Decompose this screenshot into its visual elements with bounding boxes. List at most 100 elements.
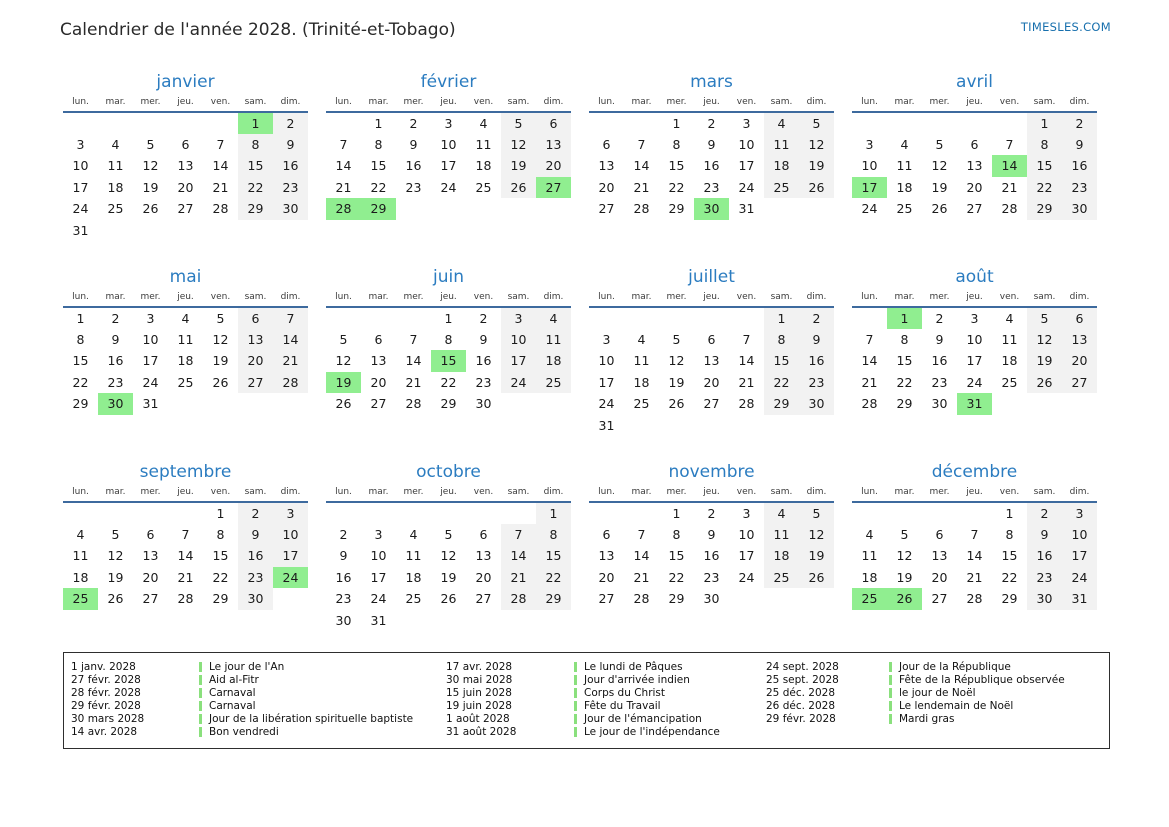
empty-cell <box>694 415 729 437</box>
day-cell: 26 <box>142 201 159 217</box>
empty-cell <box>326 307 361 329</box>
day-cell: 5 <box>501 112 536 134</box>
legend-holiday-name: Jour de la République <box>889 661 1011 673</box>
empty-cell <box>168 502 203 524</box>
day-cell: 25 <box>764 176 799 198</box>
day-cell: 17 <box>738 158 755 174</box>
day-cell: 13 <box>598 158 615 174</box>
day-cell: 14 <box>633 158 650 174</box>
day-cell: 18 <box>861 569 878 585</box>
empty-cell <box>659 307 694 329</box>
day-cell: 5 <box>339 331 348 347</box>
legend-entry: 25 sept. 2028 Fête de la République obser… <box>766 673 1106 686</box>
day-cell: 20 <box>475 569 492 585</box>
weekday-header: mer. <box>133 97 168 113</box>
day-cell: 21 <box>966 569 983 585</box>
day-cell: 9 <box>935 331 944 347</box>
day-cell: 29 <box>238 198 273 220</box>
legend-holiday-label: Jour d'arrivée indien <box>584 673 690 686</box>
legend-holiday-label: Fête du Travail <box>584 699 661 712</box>
holiday-marker-icon <box>574 713 577 724</box>
brand-link[interactable]: TIMESLES.COM <box>1020 20 1111 34</box>
day-cell: 28 <box>326 198 361 220</box>
day-cell: 26 <box>212 374 229 390</box>
day-cell: 4 <box>479 115 488 131</box>
weekday-header: lun. <box>326 97 361 113</box>
week-row: 26 27 28 29 30 <box>326 393 571 415</box>
day-cell: 21 <box>633 179 650 195</box>
day-cell: 13 <box>931 548 948 564</box>
day-cell: 2 <box>1062 112 1097 134</box>
day-cell: 12 <box>440 548 457 564</box>
week-row: 4 5 6 7 8 9 10 <box>63 523 308 545</box>
legend-holiday-label: Carnaval <box>209 686 256 699</box>
month-grid: lun. mar. mer. jeu. ven. sam. dim. 1 2 3 4 5 6 7 8 9 10 1… <box>63 487 308 610</box>
day-cell: 11 <box>405 548 422 564</box>
day-cell: 25 <box>1001 374 1018 390</box>
day-cell: 12 <box>799 523 834 545</box>
empty-cell <box>852 307 887 329</box>
day-cell: 10 <box>440 136 457 152</box>
weekday-header: sam. <box>238 292 273 308</box>
day-cell: 30 <box>799 393 834 415</box>
day-cell: 25 <box>633 396 650 412</box>
day-cell: 4 <box>76 526 85 542</box>
day-cell: 22 <box>370 179 387 195</box>
legend-holiday-name: le jour de Noël <box>889 687 975 699</box>
day-cell: 12 <box>212 331 229 347</box>
weekday-header: lun. <box>852 292 887 308</box>
day-cell: 23 <box>799 371 834 393</box>
day-cell: 25 <box>63 588 98 610</box>
weekday-header: lun. <box>63 97 98 113</box>
day-cell: 17 <box>852 176 887 198</box>
day-cell: 16 <box>475 353 492 369</box>
weekday-header: sam. <box>1027 292 1062 308</box>
legend-date: 26 déc. 2028 <box>766 699 835 712</box>
week-row: 14 15 16 17 18 19 20 <box>326 155 571 177</box>
day-cell: 19 <box>326 371 361 393</box>
legend-group: 24 sept. 2028 Jour de la République 25 sep… <box>766 660 1106 738</box>
weekday-header: mar. <box>361 487 396 503</box>
empty-cell <box>957 112 992 134</box>
page-title: Calendrier de l'année 2028. (Trinité-et-… <box>60 20 456 40</box>
day-cell: 9 <box>799 328 834 350</box>
weekday-header: jeu. <box>431 487 466 503</box>
day-cell: 13 <box>370 353 387 369</box>
day-cell: 14 <box>738 353 755 369</box>
day-cell: 2 <box>409 115 418 131</box>
day-cell: 20 <box>966 179 983 195</box>
day-cell: 25 <box>475 179 492 195</box>
week-row: 20 21 22 23 24 25 26 <box>589 566 834 588</box>
week-row: 7 8 9 10 11 12 13 <box>852 328 1097 350</box>
day-cell: 16 <box>238 545 273 567</box>
holiday-marker-icon <box>199 713 202 724</box>
legend-entry: 1 août 2028 Jour de l'émancipation <box>446 712 766 725</box>
day-cell: 29 <box>72 396 89 412</box>
day-cell: 22 <box>536 566 571 588</box>
day-cell: 28 <box>861 396 878 412</box>
empty-cell <box>133 502 168 524</box>
day-cell: 27 <box>966 201 983 217</box>
legend-date: 30 mars 2028 <box>71 712 145 725</box>
day-cell: 19 <box>896 569 913 585</box>
day-cell: 29 <box>1027 198 1062 220</box>
week-row: 14 15 16 17 18 19 20 <box>852 350 1097 372</box>
day-cell: 20 <box>598 179 615 195</box>
week-row: 31 <box>589 415 834 437</box>
legend-entry: 14 avr. 2028 Bon vendredi <box>71 725 446 738</box>
empty-cell <box>63 502 98 524</box>
day-cell: 6 <box>374 331 383 347</box>
month-novembre: novembre lun. mar. mer. jeu. ven. sam. dim. 1 2 3 4… <box>589 462 834 639</box>
day-cell: 1 <box>238 112 273 134</box>
day-cell: 21 <box>212 179 229 195</box>
weekday-header: mar. <box>361 97 396 113</box>
week-row: 18 19 20 21 22 23 24 <box>852 566 1097 588</box>
day-cell: 4 <box>536 307 571 329</box>
weekday-header: dim. <box>799 292 834 308</box>
day-cell: 4 <box>764 112 799 134</box>
legend-holiday-name: Le jour de l'indépendance <box>574 726 720 738</box>
weekday-header: mar. <box>887 292 922 308</box>
holiday-marker-icon <box>574 687 577 698</box>
